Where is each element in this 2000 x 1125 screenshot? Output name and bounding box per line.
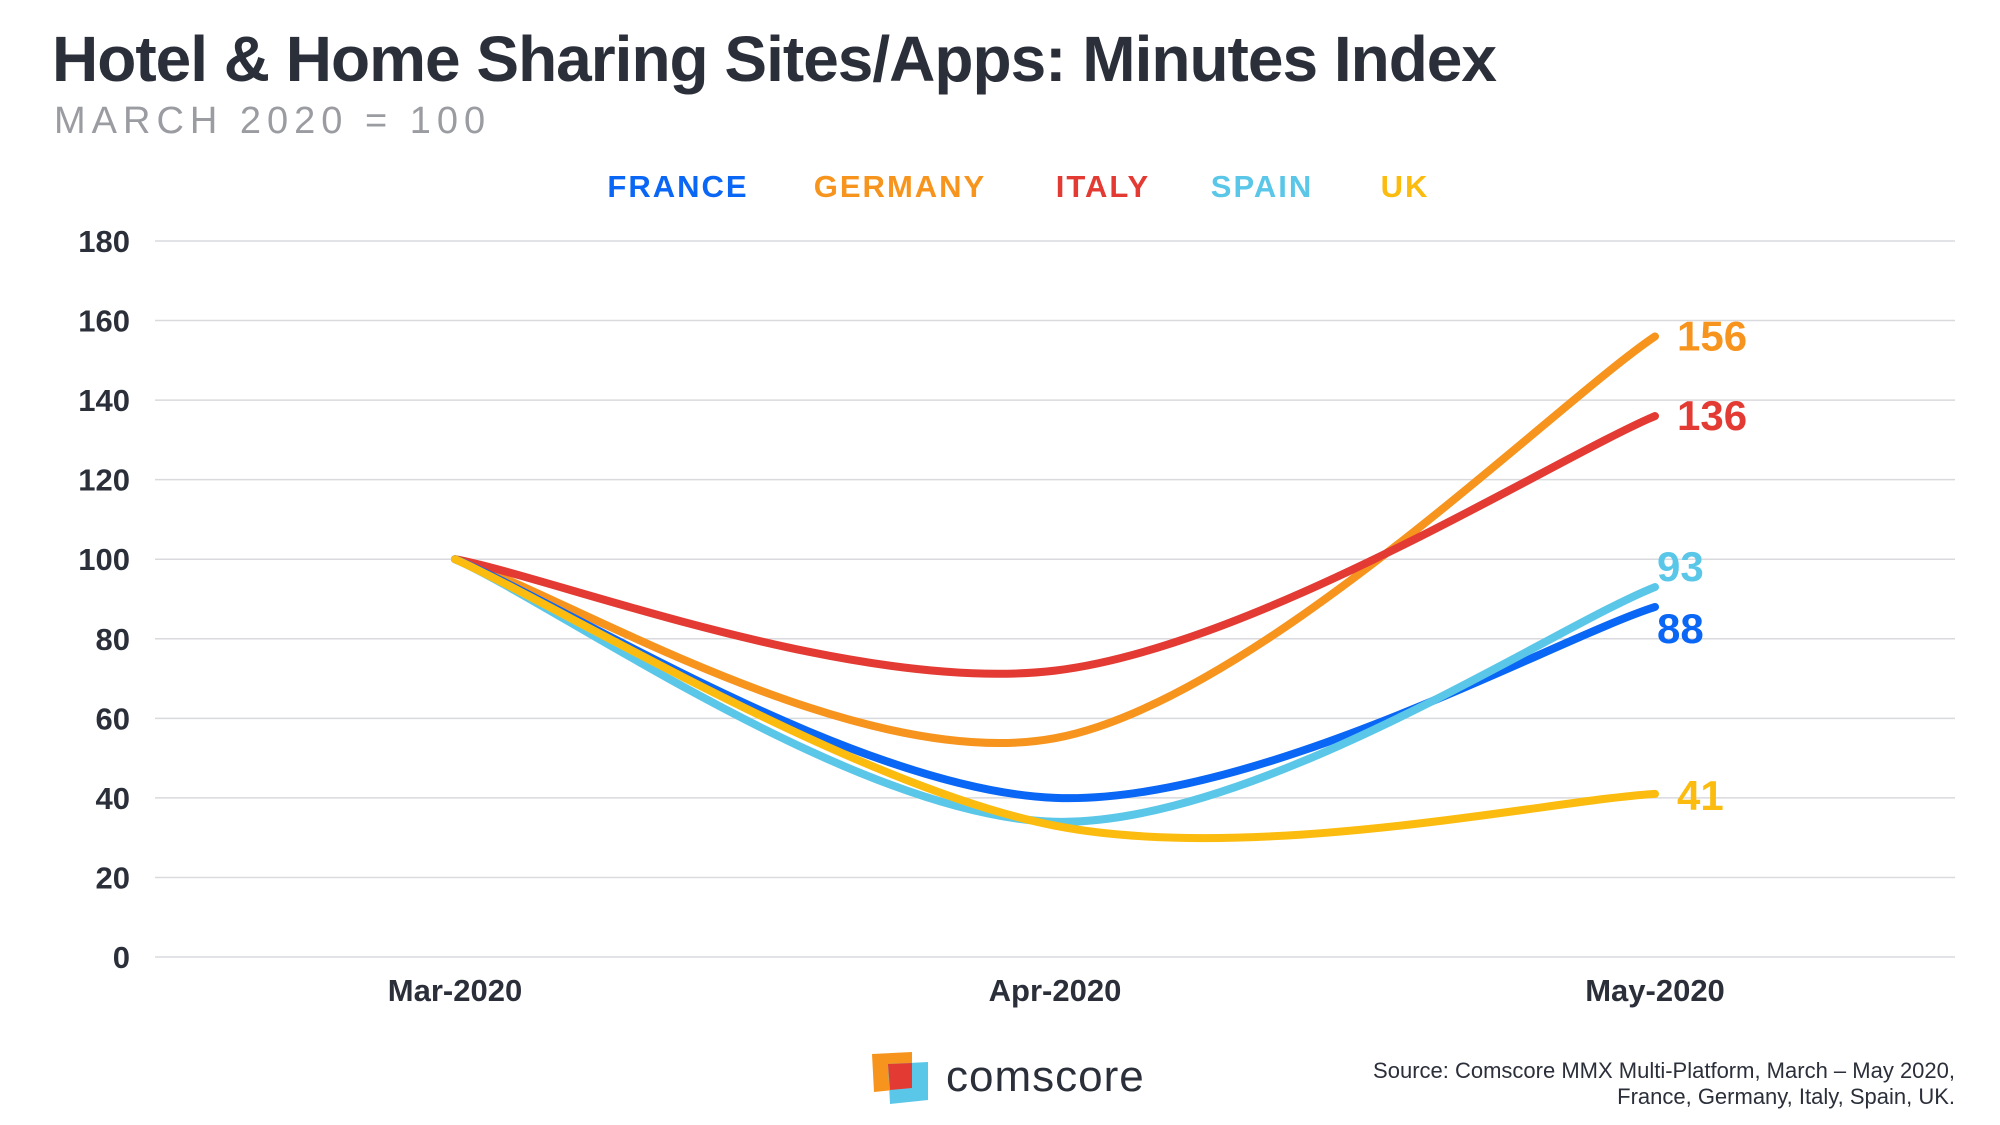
legend-entry-italy: ITALY xyxy=(1056,169,1150,204)
end-label-germany: 156 xyxy=(1677,312,1747,359)
legend: FRANCE GERMANY ITALY SPAIN UK xyxy=(607,169,1430,204)
chart-title: Hotel & Home Sharing Sites/Apps: Minutes… xyxy=(52,23,1497,95)
source-line-2: France, Germany, Italy, Spain, UK. xyxy=(1617,1084,1955,1109)
series-lines xyxy=(451,332,1659,843)
chart-subtitle: MARCH 2020 = 100 xyxy=(54,100,492,142)
y-axis-ticks: 0 20 40 60 80 100 120 140 160 180 xyxy=(78,224,130,975)
legend-entry-spain: SPAIN xyxy=(1211,169,1313,204)
y-tick-label: 120 xyxy=(78,463,130,498)
series-line-italy xyxy=(451,412,1659,678)
end-label-uk: 41 xyxy=(1677,772,1724,819)
y-tick-label: 60 xyxy=(96,701,130,736)
series-line-spain xyxy=(451,555,1659,826)
y-tick-label: 160 xyxy=(78,304,130,339)
y-tick-label: 180 xyxy=(78,224,130,259)
legend-entry-germany: GERMANY xyxy=(814,169,986,204)
series-line-uk xyxy=(451,555,1659,843)
legend-entry-uk: UK xyxy=(1381,169,1430,204)
source-line-1: Source: Comscore MMX Multi-Platform, Mar… xyxy=(1373,1058,1955,1083)
end-label-france: 88 xyxy=(1657,605,1704,652)
series-line-germany xyxy=(451,332,1659,747)
x-tick-label: May-2020 xyxy=(1585,973,1725,1008)
y-tick-label: 100 xyxy=(78,542,130,577)
end-label-spain: 93 xyxy=(1657,543,1704,590)
comscore-brand: comscore xyxy=(946,1052,1145,1101)
end-labels: 156 136 88 93 41 xyxy=(1657,312,1747,818)
legend-entry-france: FRANCE xyxy=(607,169,748,204)
y-tick-label: 20 xyxy=(96,860,130,895)
comscore-logo-icon xyxy=(872,1052,928,1104)
y-tick-label: 140 xyxy=(78,383,130,418)
end-label-italy: 136 xyxy=(1677,392,1747,439)
source-note: Source: Comscore MMX Multi-Platform, Mar… xyxy=(1373,1058,1955,1110)
x-tick-label: Apr-2020 xyxy=(989,973,1122,1008)
x-axis-ticks: Mar-2020 Apr-2020 May-2020 xyxy=(388,973,1725,1008)
x-tick-label: Mar-2020 xyxy=(388,973,522,1008)
y-tick-label: 80 xyxy=(96,622,130,657)
y-tick-label: 0 xyxy=(113,940,130,975)
y-tick-label: 40 xyxy=(96,781,130,816)
